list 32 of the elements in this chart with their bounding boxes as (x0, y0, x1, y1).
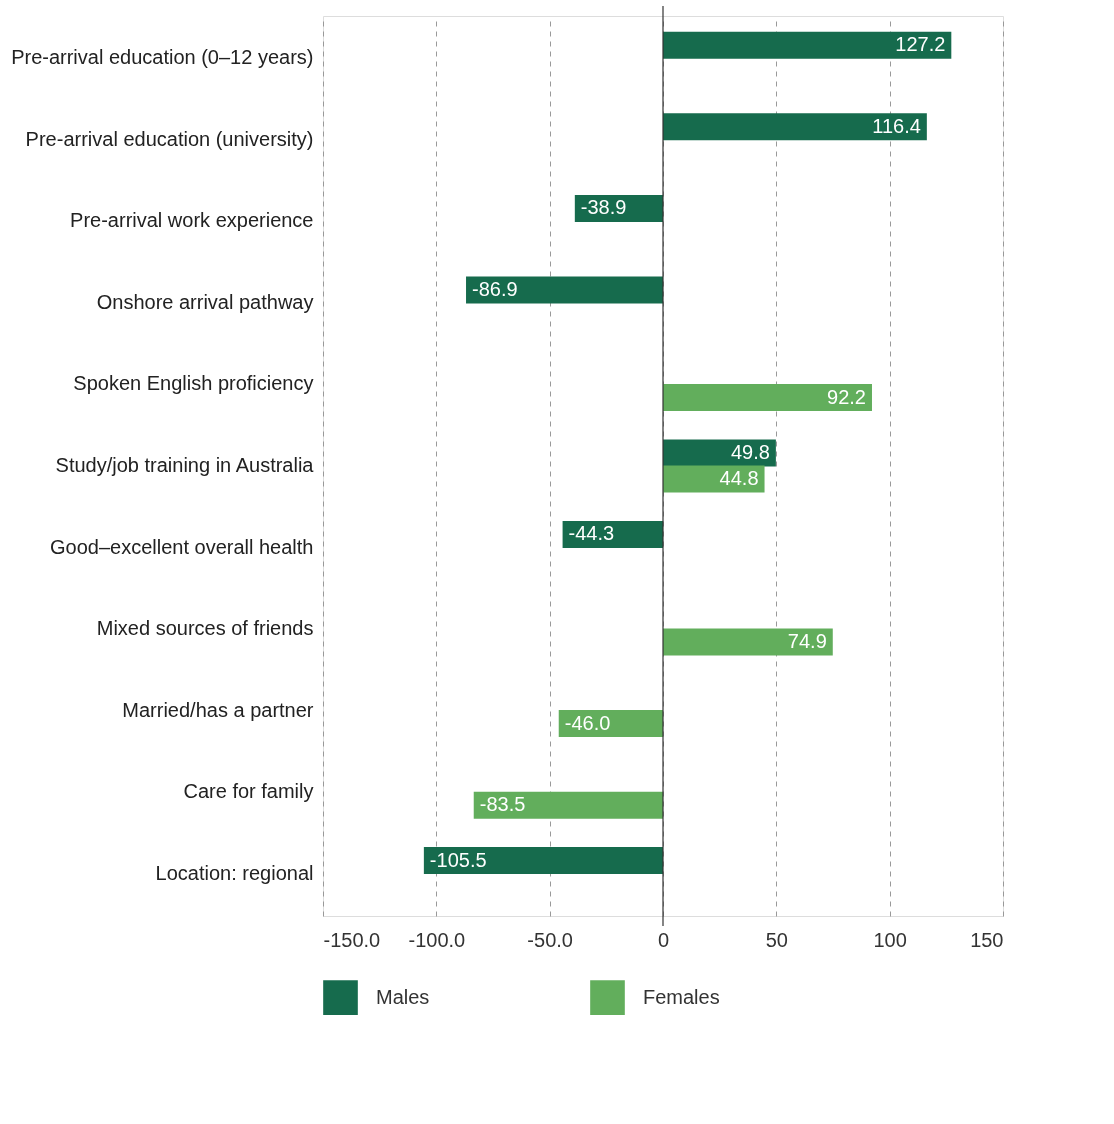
x-tick-label: 100 (873, 928, 907, 951)
data-label: 74.9 (787, 630, 827, 653)
x-tick-label: -100.0 (408, 928, 466, 951)
data-label: -105.5 (429, 848, 487, 871)
data-label: -38.9 (580, 196, 627, 219)
data-label: 127.2 (895, 33, 946, 56)
y-tick-label: Pre-arrival education (0–12 years) (11, 46, 314, 69)
data-label: 44.8 (719, 467, 759, 490)
x-tick-label: 150 (970, 928, 1004, 951)
y-tick-label: Onshore arrival pathway (96, 290, 314, 313)
x-tick-label: 50 (765, 928, 788, 951)
y-tick-label: Pre-arrival education (university) (25, 127, 314, 150)
y-tick-label: Mixed sources of friends (96, 617, 314, 640)
y-tick-label: Care for family (183, 780, 314, 803)
data-label: -83.5 (479, 793, 526, 816)
y-tick-label: Location: regional (155, 861, 314, 884)
x-tick-label: -150.0 (323, 928, 381, 951)
y-tick-label: Good–excellent overall health (49, 535, 314, 558)
data-label: -46.0 (564, 711, 611, 734)
y-tick-label: Pre-arrival work experience (70, 209, 314, 232)
data-label: 116.4 (872, 114, 921, 137)
y-tick-label: Study/job training in Australia (55, 454, 315, 476)
data-label: 92.2 (827, 385, 866, 408)
x-tick-label: 0 (657, 928, 670, 951)
legend-label: Females (643, 985, 720, 1008)
x-tick-label: -50.0 (527, 928, 573, 951)
y-tick-label: Married/has a partner (122, 698, 314, 721)
legend-label: Males (376, 985, 430, 1008)
data-label: -86.9 (472, 277, 518, 300)
y-tick-label: Spoken English proficiency (73, 372, 314, 395)
data-label: 49.8 (730, 440, 770, 463)
data-label: -44.3 (568, 522, 615, 545)
